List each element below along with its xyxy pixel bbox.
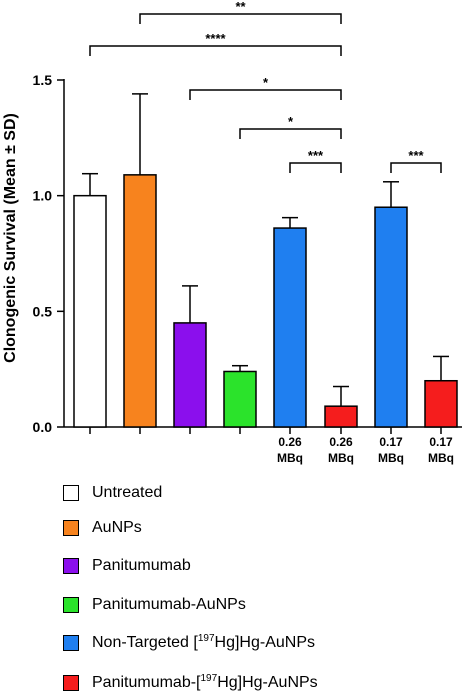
significance-label: ** xyxy=(235,0,246,14)
legend-swatch xyxy=(63,635,79,651)
legend-label: Panitumumab xyxy=(92,557,191,574)
y-tick-label: 1.5 xyxy=(33,72,53,88)
y-axis-title: Clonogenic Survival (Mean ± SD) xyxy=(2,113,19,363)
legend-label: Panitumumab-[197Hg]Hg-AuNPs xyxy=(92,673,318,692)
dose-label: 0.17 xyxy=(379,435,403,449)
significance-label: * xyxy=(288,114,294,129)
significance-label: *** xyxy=(408,148,424,163)
legend-swatch xyxy=(63,675,79,691)
bar xyxy=(173,322,207,428)
dose-label: 0.26 xyxy=(278,435,302,449)
y-tick-label: 1.0 xyxy=(33,188,53,204)
legend-label: Panitumumab-AuNPs xyxy=(92,596,246,613)
legend-swatch xyxy=(63,597,79,613)
significance-bracket xyxy=(139,13,342,24)
bar xyxy=(273,227,307,428)
significance-label: *** xyxy=(308,148,324,163)
legend-label: Non-Targeted [197Hg]Hg-AuNPs xyxy=(92,633,316,652)
legend-swatch xyxy=(63,520,79,536)
legend-swatch xyxy=(63,485,79,501)
bar-chart: 0.0 0.5 1.0 1.5 0.26 MBq 0.26 MBq 0.17 MBq 0.17 MBq… xyxy=(33,0,462,465)
legend-label: Untreated xyxy=(92,484,163,501)
bar xyxy=(73,194,107,428)
dose-label: 0.17 xyxy=(429,435,453,449)
legend-swatch xyxy=(63,558,79,574)
dose-unit-label: MBq xyxy=(277,451,303,465)
bar xyxy=(374,206,408,428)
significance-bracket xyxy=(189,89,342,100)
dose-label: 0.26 xyxy=(329,435,353,449)
bar xyxy=(223,370,257,428)
bar xyxy=(424,379,458,428)
y-tick-label: 0.0 xyxy=(33,419,53,435)
significance-bracket xyxy=(390,162,442,173)
y-tick-label: 0.5 xyxy=(33,303,53,319)
significance-label: * xyxy=(263,75,269,90)
bar xyxy=(123,174,157,428)
significance-bracket xyxy=(89,45,342,56)
legend-label: AuNPs xyxy=(92,519,142,536)
significance-label: **** xyxy=(205,31,226,46)
significance-bracket xyxy=(289,162,342,173)
significance-bracket xyxy=(239,128,342,139)
dose-unit-label: MBq xyxy=(428,451,454,465)
dose-unit-label: MBq xyxy=(378,451,404,465)
dose-unit-label: MBq xyxy=(328,451,354,465)
bar xyxy=(324,405,358,428)
